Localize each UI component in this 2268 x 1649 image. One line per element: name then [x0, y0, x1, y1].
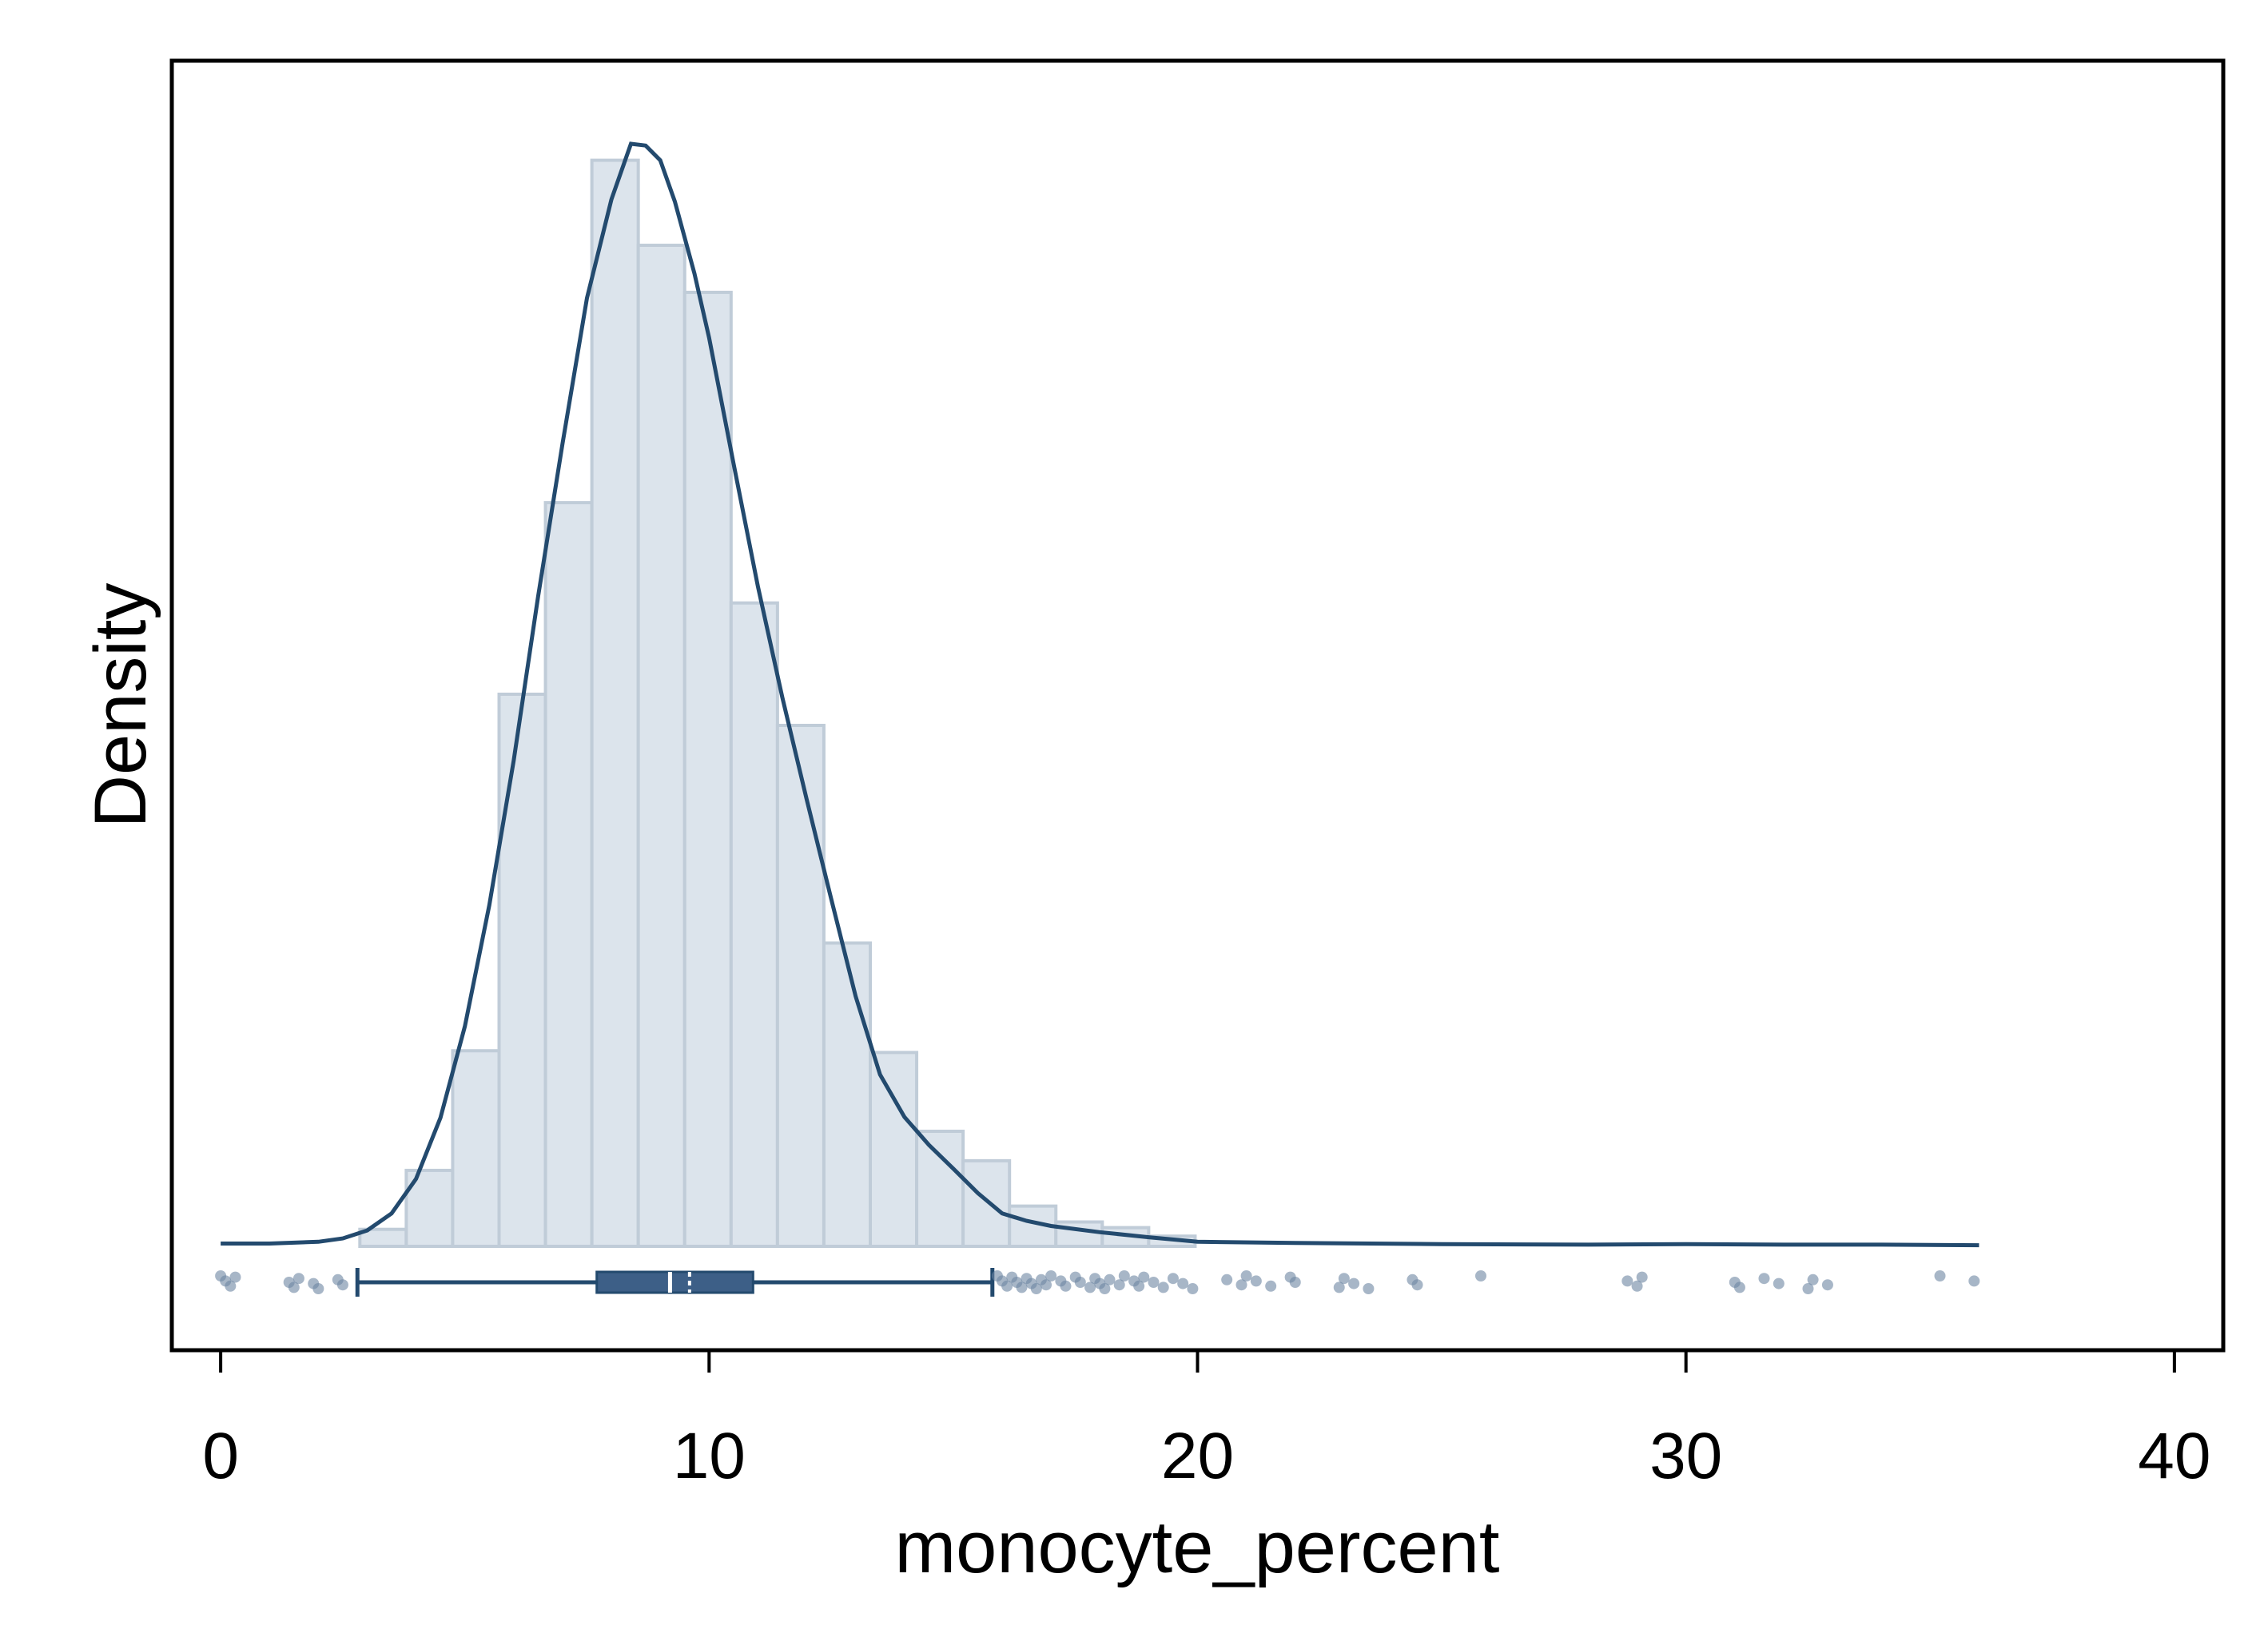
outlier-point-37 — [1148, 1277, 1160, 1288]
histogram-bar-13 — [961, 1158, 1012, 1248]
outlier-point-35 — [1133, 1280, 1145, 1292]
outlier-point-55 — [1474, 1270, 1486, 1281]
outlier-point-63 — [1802, 1283, 1814, 1294]
outlier-point-67 — [1968, 1275, 1980, 1287]
outlier-point-40 — [1177, 1277, 1189, 1289]
histogram-bar-11 — [869, 1051, 919, 1248]
outlier-point-39 — [1167, 1273, 1179, 1285]
x-tick-label-0: 0 — [202, 1420, 239, 1492]
outlier-point-38 — [1157, 1281, 1169, 1293]
outlier-point-10 — [336, 1279, 348, 1291]
outlier-point-57 — [1631, 1280, 1643, 1292]
x-tick-label-3: 30 — [1649, 1420, 1722, 1492]
outlier-point-42 — [1221, 1274, 1233, 1285]
x-tick-label-1: 10 — [673, 1420, 746, 1492]
x-tick-label-2: 20 — [1161, 1420, 1234, 1492]
outlier-point-5 — [288, 1281, 300, 1293]
outlier-point-46 — [1265, 1280, 1277, 1292]
outlier-point-36 — [1138, 1271, 1150, 1283]
y-axis-title: Density — [80, 583, 161, 828]
histogram-bar-10 — [822, 941, 873, 1248]
outlier-point-52 — [1363, 1283, 1375, 1294]
outlier-point-30 — [1099, 1283, 1111, 1294]
histogram-bar-2 — [451, 1049, 501, 1249]
histogram-bar-3 — [497, 692, 547, 1248]
outlier-point-64 — [1807, 1274, 1819, 1285]
boxplot — [355, 1268, 995, 1297]
x-axis-title: monocyte_percent — [895, 1507, 1500, 1588]
x-axis-ticks: 0 10 20 30 40 — [202, 1350, 2210, 1492]
outlier-points — [215, 1270, 1980, 1294]
outlier-point-27 — [1084, 1281, 1096, 1293]
density-curve — [221, 141, 1980, 1248]
histogram-bar-12 — [915, 1129, 965, 1249]
outlier-point-24 — [1060, 1280, 1072, 1292]
outlier-point-41 — [1187, 1283, 1199, 1294]
outlier-point-51 — [1348, 1277, 1360, 1289]
histogram-bar-4 — [543, 501, 594, 1248]
outlier-point-13 — [1001, 1280, 1013, 1292]
outlier-point-62 — [1773, 1277, 1785, 1289]
outlier-point-31 — [1104, 1274, 1116, 1285]
outlier-point-58 — [1636, 1271, 1648, 1283]
outlier-point-65 — [1821, 1279, 1833, 1291]
histogram-bars — [358, 158, 1197, 1249]
outlier-point-48 — [1289, 1277, 1301, 1288]
outlier-point-2 — [225, 1280, 237, 1292]
outlier-point-22 — [1045, 1270, 1057, 1281]
outlier-point-66 — [1934, 1270, 1946, 1281]
outlier-point-60 — [1733, 1281, 1745, 1293]
histogram-bar-8 — [729, 601, 779, 1248]
histogram-bar-7 — [682, 290, 733, 1248]
interquartile-box — [595, 1270, 754, 1294]
outlier-point-19 — [1030, 1283, 1042, 1294]
outlier-point-49 — [1333, 1281, 1345, 1293]
histogram-bar-6 — [636, 244, 686, 1249]
outlier-point-33 — [1118, 1270, 1130, 1281]
outlier-point-43 — [1235, 1279, 1247, 1291]
outlier-point-50 — [1338, 1273, 1350, 1285]
outlier-point-54 — [1411, 1279, 1423, 1291]
outlier-point-32 — [1113, 1279, 1125, 1291]
outlier-point-44 — [1240, 1270, 1252, 1281]
outlier-point-45 — [1250, 1275, 1262, 1287]
outlier-point-21 — [1040, 1279, 1052, 1291]
x-tick-label-4: 40 — [2138, 1420, 2210, 1492]
outlier-point-16 — [1016, 1281, 1028, 1293]
outlier-point-6 — [292, 1273, 304, 1285]
outlier-point-3 — [229, 1271, 241, 1283]
histogram-bar-9 — [775, 723, 826, 1248]
histogram-bar-5 — [590, 158, 640, 1248]
outlier-point-61 — [1758, 1273, 1770, 1285]
outlier-point-26 — [1074, 1277, 1086, 1288]
outlier-point-56 — [1621, 1275, 1633, 1287]
outlier-point-8 — [312, 1283, 324, 1294]
